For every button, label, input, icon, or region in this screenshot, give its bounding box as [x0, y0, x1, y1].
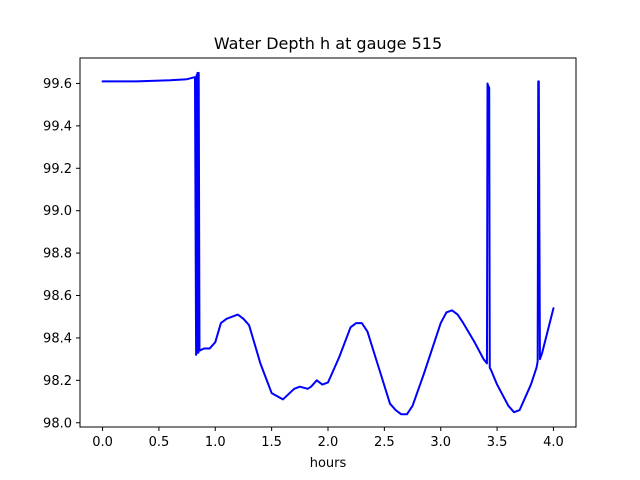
x-tick-label: 0.0: [92, 435, 113, 450]
x-axis-ticks: 0.0 0.5 1.0 1.5 2.0 2.5 3.0 3.5 4.0: [92, 427, 564, 450]
y-tick-label: 98.0: [43, 416, 72, 431]
y-axis-ticks: 98.0 98.2 98.4 98.6 98.8 99.0 99.2 99.4 99.6: [43, 77, 80, 431]
y-tick-label: 99.4: [43, 119, 72, 134]
y-tick-label: 99.2: [43, 162, 72, 177]
x-tick-label: 2.5: [374, 435, 395, 450]
x-tick-label: 1.5: [261, 435, 282, 450]
x-tick-label: 0.5: [149, 435, 170, 450]
x-tick-label: 4.0: [543, 435, 564, 450]
x-tick-label: 2.0: [318, 435, 339, 450]
series-line-h: [101, 71, 555, 416]
x-axis-label: hours: [310, 456, 347, 471]
y-tick-label: 98.6: [43, 289, 72, 304]
plot-data-layer: [101, 71, 555, 416]
y-tick-label: 99.0: [43, 204, 72, 219]
y-tick-label: 98.2: [43, 374, 72, 389]
x-tick-label: 1.0: [205, 435, 226, 450]
chart-title: Water Depth h at gauge 515: [214, 34, 442, 53]
y-tick-label: 98.8: [43, 247, 72, 262]
y-tick-label: 98.4: [43, 331, 72, 346]
y-tick-label: 99.6: [43, 77, 72, 92]
x-tick-label: 3.0: [430, 435, 451, 450]
x-tick-label: 3.5: [487, 435, 508, 450]
